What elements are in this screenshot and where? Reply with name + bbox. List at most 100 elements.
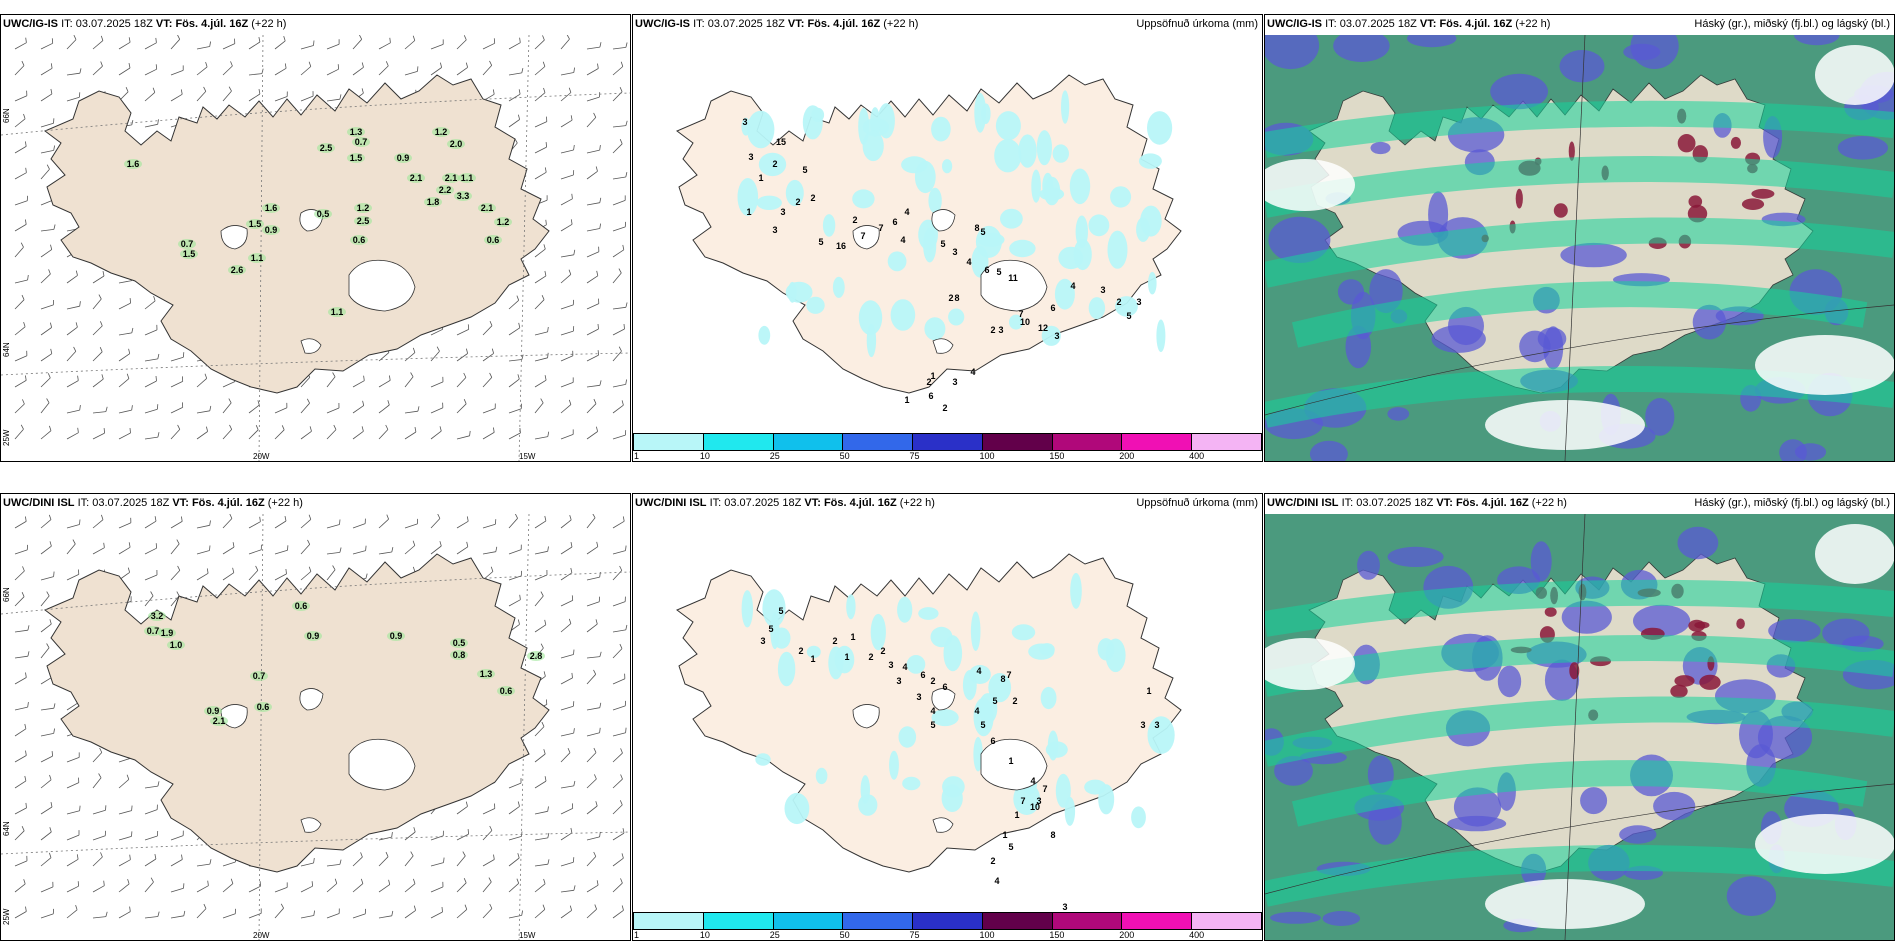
colorbar-cell-3 bbox=[843, 434, 914, 450]
wind-barb bbox=[40, 755, 53, 763]
wind-barb bbox=[170, 595, 180, 607]
wind-barb bbox=[378, 404, 390, 414]
wind-barb-flag bbox=[126, 774, 130, 780]
wind-barb bbox=[508, 806, 520, 815]
wind-barb bbox=[586, 856, 597, 867]
wind-barb-flag bbox=[595, 166, 598, 172]
glacier-3 bbox=[300, 338, 322, 354]
wind-barb bbox=[144, 809, 158, 815]
lat-label-64: 64N bbox=[2, 342, 11, 357]
wind-barb bbox=[14, 629, 28, 633]
wind-barb bbox=[40, 377, 51, 388]
wind-barb-flag bbox=[541, 721, 545, 727]
wind-barb bbox=[586, 546, 599, 555]
wind-barb-flag bbox=[283, 35, 286, 42]
wind-barb bbox=[170, 543, 180, 555]
wind-barb-flag bbox=[621, 853, 624, 859]
map-value-label: 8 bbox=[974, 223, 979, 233]
wind-barb-flag bbox=[417, 406, 420, 412]
map-value-label: 5 bbox=[818, 237, 823, 247]
colorbar-cell-5 bbox=[982, 913, 1053, 929]
wind-barb bbox=[40, 430, 52, 440]
map-value-label: 4 bbox=[970, 367, 975, 377]
wind-barb-flag bbox=[517, 801, 520, 807]
wind-barb-flag bbox=[573, 67, 575, 73]
wind-barb bbox=[586, 805, 598, 815]
map-value-label: 2 bbox=[795, 197, 800, 207]
panel-title: UWC/DINI ISL IT: 03.07.2025 18Z VT: Fös.… bbox=[3, 497, 303, 509]
wind-barb-flag bbox=[23, 879, 26, 885]
wind-barb bbox=[40, 199, 54, 206]
glacier-0 bbox=[980, 738, 1048, 791]
wind-barb bbox=[586, 431, 598, 440]
map-value-label: 8 bbox=[954, 293, 959, 303]
precip-area bbox=[962, 670, 977, 701]
wind-barb-flag bbox=[620, 748, 623, 754]
wind-barb bbox=[14, 95, 28, 102]
wind-barb-flag bbox=[129, 428, 131, 434]
wind-barb-flag bbox=[77, 375, 79, 381]
wind-barb-flag bbox=[103, 880, 105, 886]
wind-barb bbox=[40, 886, 54, 893]
map-value-label: 5 bbox=[802, 165, 807, 175]
map-value-label: 2 bbox=[942, 403, 947, 413]
wind-barb bbox=[14, 860, 28, 867]
wind-barb bbox=[586, 354, 599, 362]
panel-title: UWC/DINI ISL IT: 03.07.2025 18Z VT: Fös.… bbox=[1267, 497, 1567, 509]
wind-barb bbox=[508, 599, 521, 607]
iceland-landmass bbox=[44, 74, 550, 394]
wind-barb-flag bbox=[387, 400, 390, 406]
wind-barb bbox=[560, 198, 573, 206]
wind-barb-flag bbox=[599, 651, 602, 657]
map-value-label: 2 bbox=[926, 377, 931, 387]
mid-cloud bbox=[1322, 911, 1361, 926]
precip-area bbox=[747, 110, 775, 149]
colorbar-cell-3 bbox=[843, 913, 914, 929]
graticule-line-3 bbox=[518, 35, 530, 461]
wind-value-patch bbox=[228, 265, 246, 275]
wind-barb bbox=[40, 519, 52, 529]
precip-areas bbox=[737, 90, 1173, 358]
map-value-label: 1 bbox=[1002, 830, 1007, 840]
mid-cloud bbox=[1779, 439, 1807, 461]
wind-barb bbox=[378, 65, 389, 76]
wind-barb bbox=[560, 785, 574, 789]
wind-barb bbox=[66, 574, 79, 581]
wind-barb bbox=[118, 836, 132, 841]
wind-barb bbox=[274, 520, 287, 529]
graticule-line-1 bbox=[1, 352, 630, 376]
colorbar-label-400: 400 bbox=[1189, 930, 1205, 940]
meridian-line bbox=[1564, 35, 1586, 461]
wind-barb-flag bbox=[489, 372, 493, 378]
wind-barb bbox=[40, 779, 52, 789]
wind-barb bbox=[118, 280, 132, 284]
wind-barb bbox=[456, 329, 469, 336]
wind-barb-flag bbox=[573, 249, 576, 255]
precip-area bbox=[806, 645, 821, 659]
wind-barb bbox=[248, 73, 262, 76]
wind-barb-flag bbox=[518, 89, 521, 95]
wind-barb-flag bbox=[25, 219, 27, 225]
wind-barb-flag bbox=[618, 268, 622, 274]
wind-barb-flag bbox=[573, 649, 575, 655]
wind-barb-flag bbox=[542, 61, 546, 67]
colorbar-cell-7 bbox=[1122, 913, 1193, 929]
wind-barb bbox=[586, 576, 600, 581]
wind-barb bbox=[40, 647, 50, 659]
mid-cloud bbox=[1768, 618, 1821, 643]
wind-barb-flag bbox=[573, 780, 576, 786]
precip-area bbox=[1140, 205, 1162, 237]
colorbar-cell-0 bbox=[634, 434, 704, 450]
wind-barb bbox=[430, 381, 444, 388]
wind-barb-flag bbox=[625, 120, 628, 126]
wind-barb-flag bbox=[313, 857, 315, 864]
wind-barb-flag bbox=[489, 320, 493, 326]
mid-cloud bbox=[1837, 136, 1888, 160]
colorbar-label-200: 200 bbox=[1119, 451, 1135, 461]
wind-barb bbox=[326, 98, 340, 102]
wind-barb bbox=[274, 573, 287, 581]
wind-barb bbox=[196, 431, 208, 440]
wind-value-patch bbox=[394, 153, 412, 163]
wind-barb bbox=[508, 857, 520, 867]
wind-barb bbox=[196, 885, 209, 893]
